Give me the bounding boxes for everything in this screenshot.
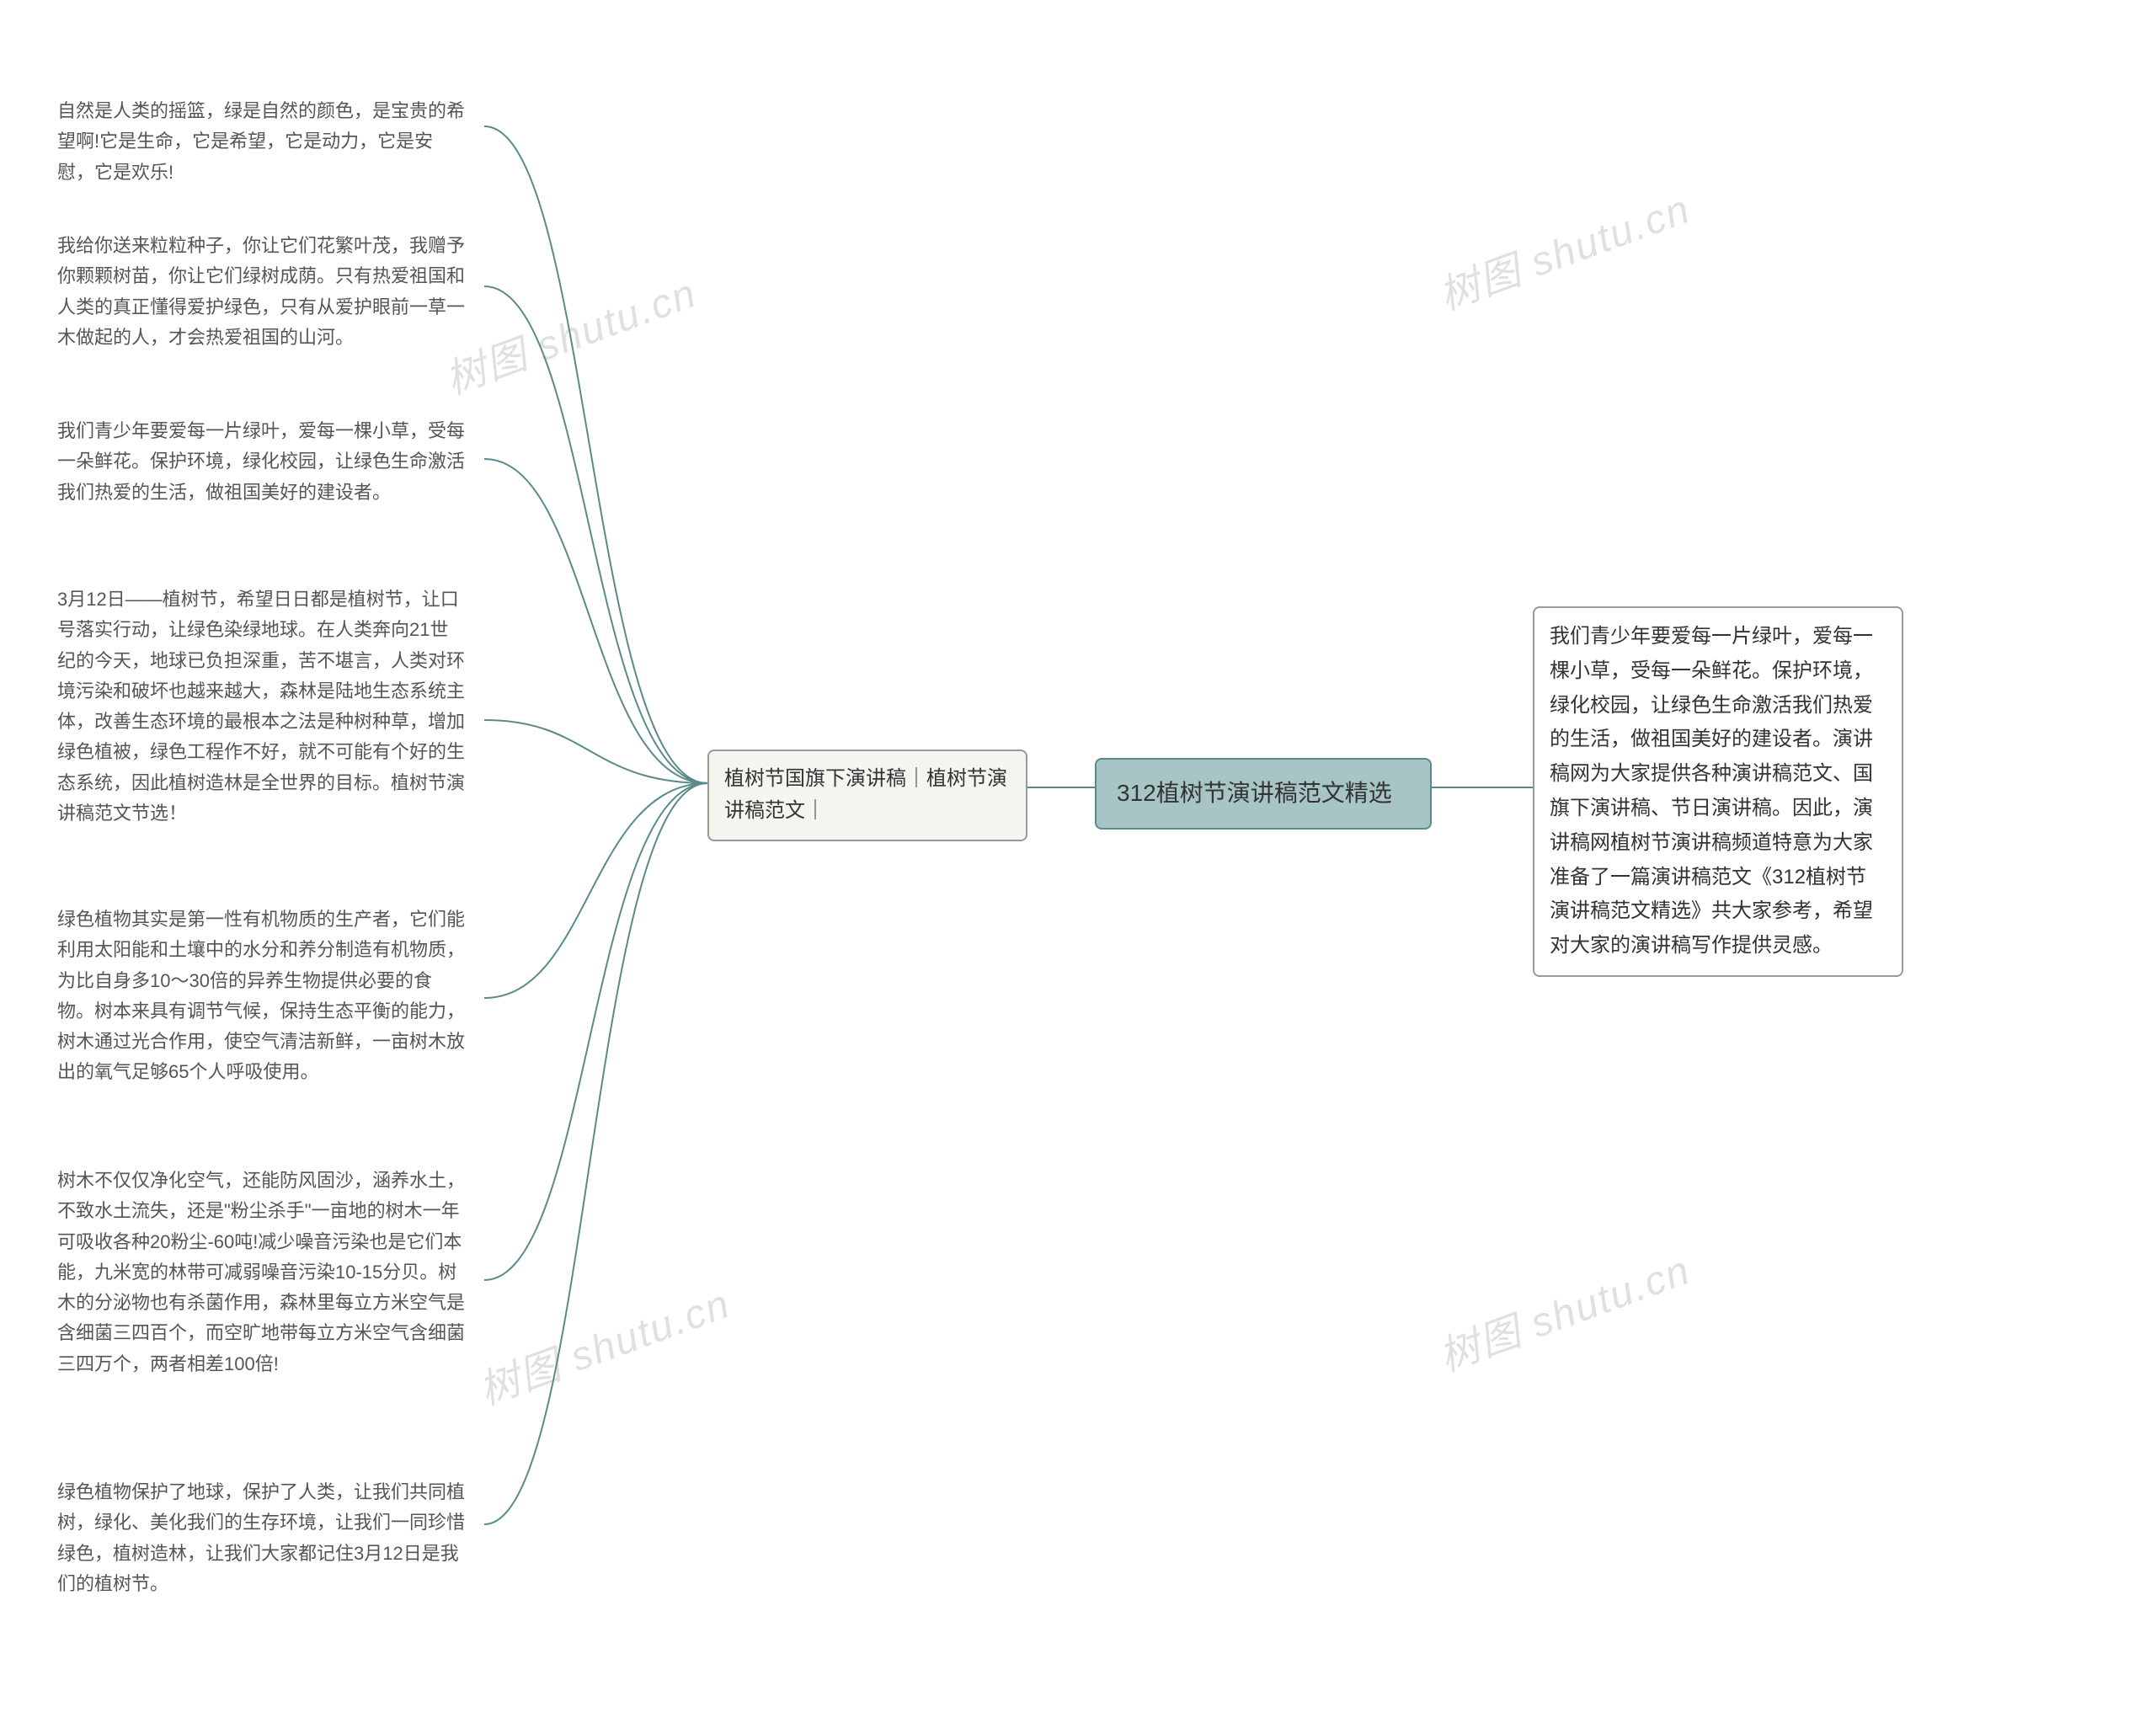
mindmap-leaf-node[interactable]: 绿色植物保护了地球，保护了人类，让我们共同植树，绿化、美化我们的生存环境，让我们… bbox=[42, 1465, 480, 1611]
watermark: 树图 shutu.cn bbox=[1429, 176, 1697, 322]
mindmap-leaf-node[interactable]: 我给你送来粒粒种子，你让它们花繁叶茂，我赠予你颗颗树苗，你让它们绿树成荫。只有热… bbox=[42, 219, 480, 365]
connector-path bbox=[484, 783, 707, 1280]
mindmap-root-node[interactable]: 312植树节演讲稿范文精选 bbox=[1095, 758, 1432, 830]
mindmap-branch-node-left[interactable]: 植树节国旗下演讲稿｜植树节演讲稿范文｜ bbox=[707, 750, 1027, 841]
mindmap-leaf-node-right[interactable]: 我们青少年要爱每一片绿叶，爱每一棵小草，受每一朵鲜花。保护环境，绿化校园，让绿色… bbox=[1533, 606, 1903, 977]
connector-path bbox=[484, 126, 707, 783]
mindmap-leaf-node[interactable]: 我们青少年要爱每一片绿叶，爱每一棵小草，受每一朵鲜花。保护环境，绿化校园，让绿色… bbox=[42, 404, 480, 520]
mindmap-leaf-node[interactable]: 绿色植物其实是第一性有机物质的生产者，它们能利用太阳能和土壤中的水分和养分制造有… bbox=[42, 893, 480, 1100]
watermark: 树图 shutu.cn bbox=[469, 1271, 737, 1417]
connector-path bbox=[484, 720, 707, 783]
watermark: 树图 shutu.cn bbox=[1429, 1237, 1697, 1383]
mindmap-leaf-node[interactable]: 树木不仅仅净化空气，还能防风固沙，涵养水土，不致水土流失，还是"粉尘杀手"一亩地… bbox=[42, 1154, 480, 1391]
connector-path bbox=[484, 783, 707, 1524]
connector-path bbox=[484, 783, 707, 998]
mindmap-leaf-node[interactable]: 自然是人类的摇篮，绿是自然的颜色，是宝贵的希望啊!它是生命，它是希望，它是动力，… bbox=[42, 84, 480, 200]
connector-path bbox=[484, 459, 707, 783]
mindmap-leaf-node[interactable]: 3月12日——植树节，希望日日都是植树节，让口号落实行动，让绿色染绿地球。在人类… bbox=[42, 573, 480, 840]
connector-path bbox=[484, 286, 707, 783]
